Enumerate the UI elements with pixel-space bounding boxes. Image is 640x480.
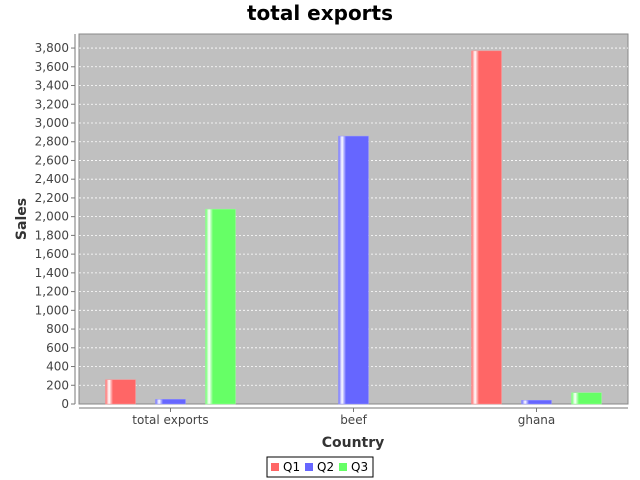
y-tick-label: 600 xyxy=(46,341,69,355)
gridlines xyxy=(79,47,628,386)
y-tick-label: 0 xyxy=(61,397,69,411)
bar-q2-beef xyxy=(338,135,369,405)
y-tick-label: 2,000 xyxy=(35,210,69,224)
y-tick-label: 3,200 xyxy=(35,97,69,111)
bars xyxy=(105,50,602,405)
legend-swatch-q1 xyxy=(271,463,279,471)
x-axis-label: Country xyxy=(322,435,385,451)
legend-label-q2: Q2 xyxy=(317,460,334,474)
legend-swatch-q3 xyxy=(339,463,347,471)
legend-label-q3: Q3 xyxy=(351,460,368,474)
y-tick-label: 2,600 xyxy=(35,153,69,167)
legend-swatch-q2 xyxy=(305,463,313,471)
bar-q2-total-exports xyxy=(155,399,186,405)
y-tick-label: 2,200 xyxy=(35,191,69,205)
y-tick-label: 1,200 xyxy=(35,285,69,299)
y-tick-label: 1,800 xyxy=(35,228,69,242)
x-tick-label: beef xyxy=(340,413,367,427)
x-axis: total exports beef ghana xyxy=(79,407,628,427)
chart-title: total exports xyxy=(247,1,393,25)
bar-q1-ghana xyxy=(471,50,502,405)
legend-label-q1: Q1 xyxy=(283,460,300,474)
legend: Q1 Q2 Q3 xyxy=(266,456,374,478)
y-tick-label: 1,600 xyxy=(35,247,69,261)
y-axis-label: Sales xyxy=(14,198,30,240)
y-tick-label: 2,800 xyxy=(35,135,69,149)
y-axis: 0 200 400 600 800 1,000 1,200 1,400 1,600 1,800 2,… xyxy=(35,34,76,411)
x-tick-label: ghana xyxy=(518,413,556,427)
bar-q3-total-exports xyxy=(205,208,236,405)
x-tick-label: total exports xyxy=(132,413,208,427)
y-tick-label: 1,400 xyxy=(35,266,69,280)
y-tick-label: 200 xyxy=(46,378,69,392)
bar-q2-ghana xyxy=(521,400,552,405)
y-tick-label: 1,000 xyxy=(35,303,69,317)
y-tick-label: 3,800 xyxy=(35,41,69,55)
y-tick-label: 400 xyxy=(46,360,69,374)
bar-q3-ghana xyxy=(571,392,602,405)
y-tick-label: 800 xyxy=(46,322,69,336)
bar-q1-total-exports xyxy=(105,379,136,405)
y-tick-label: 2,400 xyxy=(35,172,69,186)
y-tick-label: 3,600 xyxy=(35,60,69,74)
y-tick-label: 3,400 xyxy=(35,79,69,93)
y-tick-label: 3,000 xyxy=(35,116,69,130)
legend-box xyxy=(266,456,374,478)
